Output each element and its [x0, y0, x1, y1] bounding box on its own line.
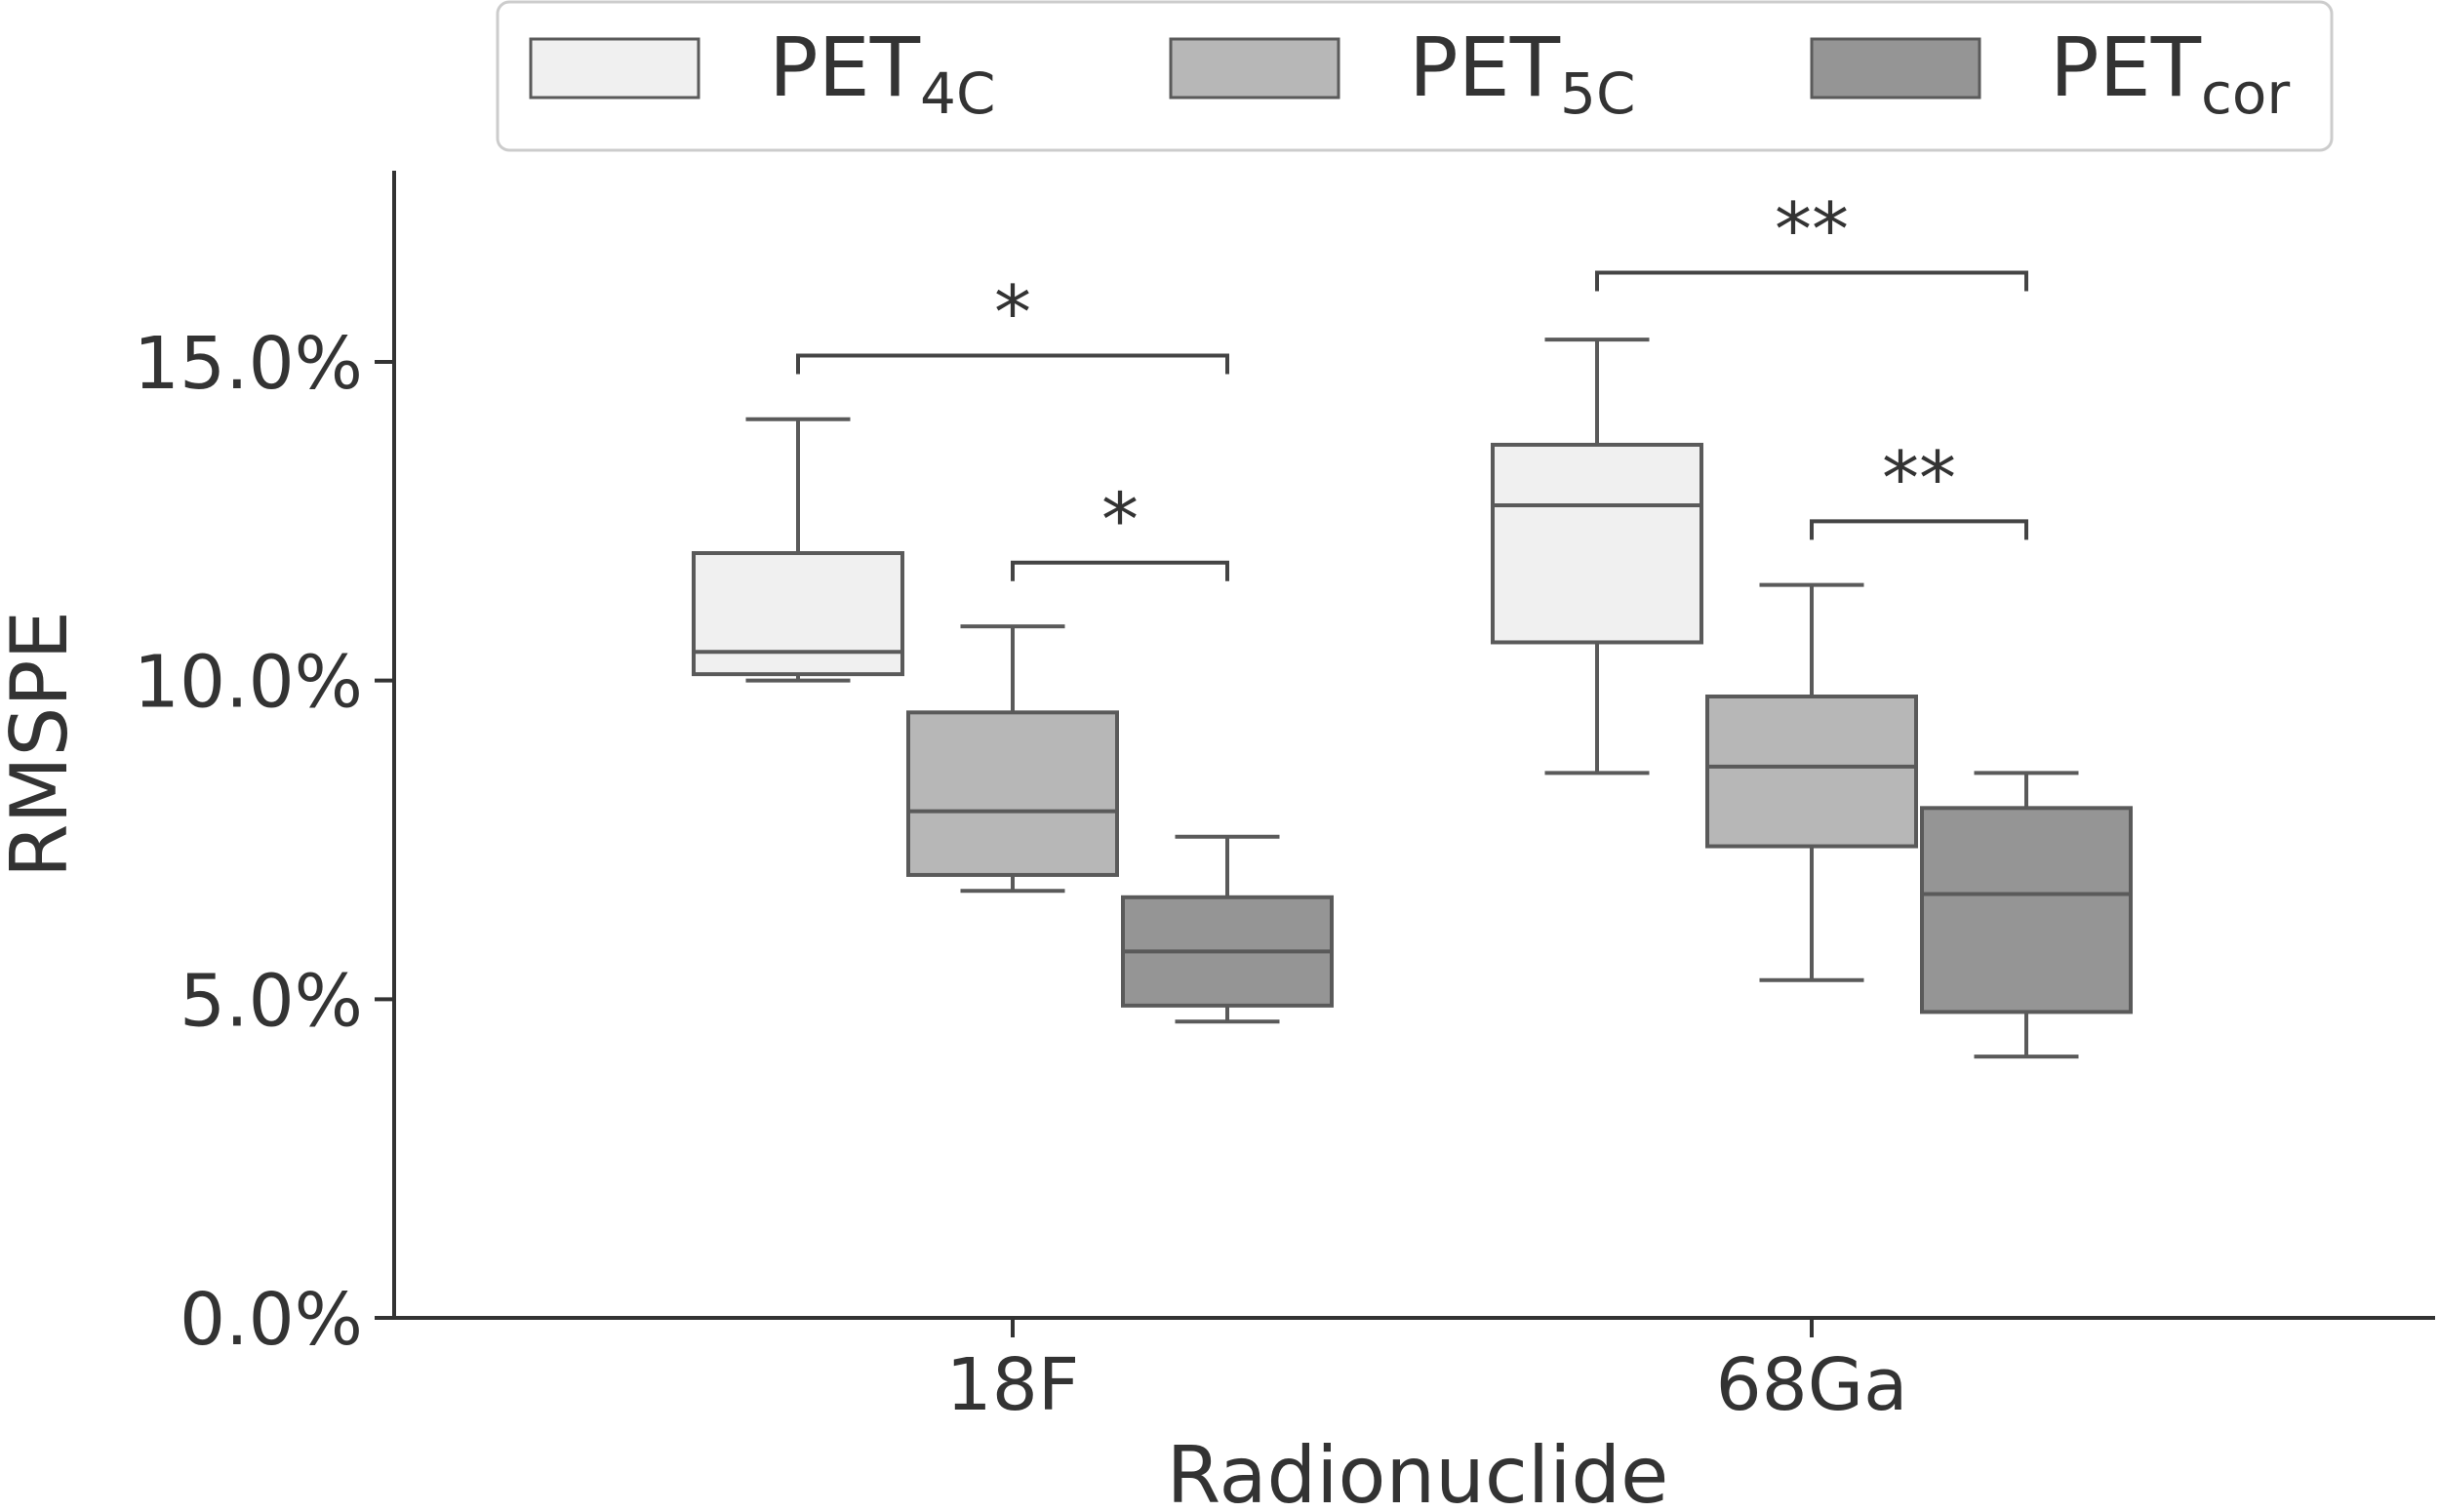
bracket-line [1810, 519, 2028, 540]
legend-label: PETcor [2050, 20, 2290, 127]
legend-label: PET4C [769, 20, 995, 127]
legend-label-subscript: 4C [920, 60, 995, 127]
legend-item: PETcor [1810, 20, 2290, 127]
significance-label: * [994, 268, 1031, 355]
box-68Ga-PET4C [1491, 338, 1703, 776]
legend-swatch [1169, 37, 1340, 99]
significance-annotations: ****** [796, 186, 2028, 581]
significance-bracket: ** [1810, 434, 2028, 540]
legend-item: PET5C [1169, 20, 1635, 127]
legend-label-main: PET [769, 20, 921, 115]
box-68Ga-PET5C [1705, 582, 1918, 982]
legend-label-main: PET [2050, 20, 2202, 115]
significance-label: ** [1882, 434, 1956, 521]
significance-bracket: ** [1595, 186, 2028, 292]
x-tick-label: 68Ga [1716, 1343, 1908, 1427]
x-tick-label: 18F [946, 1343, 1080, 1427]
axes: 0.0% 5.0% 10.0% 15.0% 18F 68Ga Radionuclide RMS… [0, 171, 2435, 1512]
legend: PET4C PET5C PETcor [496, 0, 2334, 152]
legend-item: PET4C [529, 20, 995, 127]
bracket-line [796, 353, 1229, 375]
significance-label: * [1101, 476, 1139, 563]
box-18F-PET5C [906, 624, 1119, 894]
iqr-box [1920, 806, 2133, 1015]
iqr-box [692, 551, 904, 677]
legend-label-subscript: cor [2201, 60, 2290, 127]
y-tick-label: 10.0% [134, 641, 363, 725]
box-18F-PET4C [692, 417, 904, 683]
y-tick-label: 15.0% [134, 322, 363, 406]
legend-label-subscript: 5C [1560, 60, 1635, 127]
box-18F-PETcor [1121, 834, 1334, 1024]
legend-label-main: PET [1409, 20, 1561, 115]
significance-bracket: * [796, 268, 1229, 375]
x-axis-title: Radionuclide [1167, 1430, 1669, 1512]
significance-bracket: * [1011, 476, 1229, 581]
y-tick-label: 5.0% [180, 959, 363, 1043]
legend-label: PET5C [1409, 20, 1635, 127]
iqr-box [1705, 695, 1918, 849]
iqr-box [1491, 442, 1703, 645]
legend-swatch [529, 37, 700, 99]
iqr-box [906, 710, 1119, 877]
boxes [692, 338, 2133, 1059]
bracket-line [1595, 270, 2028, 292]
y-tick-label: 0.0% [180, 1278, 363, 1362]
legend-swatch [1810, 37, 1981, 99]
bracket-line [1011, 560, 1229, 581]
y-axis-title: RMSPE [0, 611, 85, 878]
significance-label: ** [1775, 186, 1849, 273]
box-68Ga-PETcor [1920, 771, 2133, 1059]
